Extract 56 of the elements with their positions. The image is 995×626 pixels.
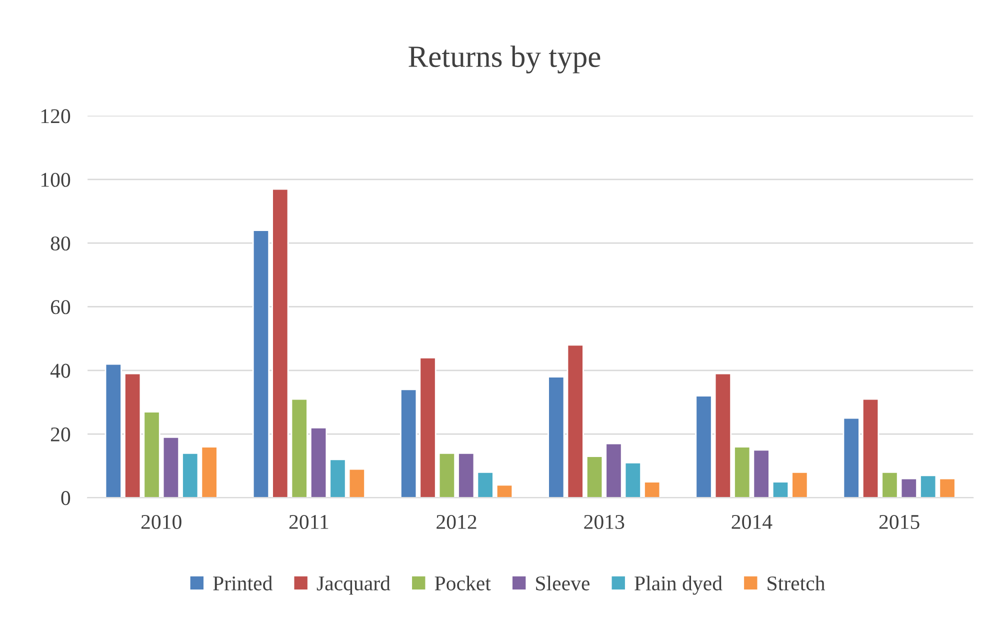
x-tick-label: 2010: [141, 514, 182, 529]
y-tick-label: 100: [41, 172, 70, 187]
x-tick-label: 2014: [732, 514, 772, 529]
bar: [200, 446, 218, 498]
y-tick-label: 0: [61, 491, 70, 506]
legend-label: Sleeve: [536, 576, 590, 590]
bar: [548, 376, 565, 498]
bar: [772, 481, 790, 498]
bar: [419, 356, 436, 498]
bar: [124, 372, 142, 498]
bar: [605, 442, 622, 498]
y-tick-label: 40: [50, 364, 70, 378]
legend-label: Printed: [213, 576, 272, 590]
bar: [272, 188, 289, 498]
bar: [162, 436, 180, 498]
x-tick-label: 2012: [436, 514, 476, 529]
legend-label: Jacquard: [316, 576, 390, 595]
x-tick-label: 2013: [584, 514, 624, 529]
bar: [714, 372, 732, 498]
y-tick-label: 80: [50, 236, 70, 251]
y-tick-label: 60: [50, 300, 70, 314]
bar: [329, 458, 346, 498]
bar: [586, 456, 604, 498]
bar: [881, 472, 898, 498]
bar: [348, 468, 366, 498]
bar: [644, 481, 661, 498]
bar: [752, 449, 770, 498]
bar: [938, 478, 956, 498]
x-tick-label: 2015: [879, 514, 920, 529]
bar: [734, 446, 751, 498]
bar: [143, 411, 160, 498]
bar: [496, 484, 514, 498]
bar: [400, 388, 418, 498]
y-tick-label: 20: [50, 427, 70, 442]
bar: [458, 452, 475, 498]
bar: [252, 230, 270, 498]
chart-title: Returns by type: [408, 46, 600, 74]
bar: [182, 452, 199, 498]
bar: [624, 462, 642, 498]
bar: [862, 398, 880, 498]
bar: [900, 478, 918, 498]
bar: [476, 472, 494, 498]
bar: [920, 474, 937, 498]
legend-label: Pocket: [434, 576, 491, 590]
bar: [104, 363, 122, 498]
bar: [791, 472, 808, 498]
bar: [695, 395, 712, 498]
bar: [566, 344, 584, 498]
bar: [438, 452, 456, 498]
legend-label: Plain dyed: [634, 576, 722, 595]
bar: [842, 417, 860, 498]
y-tick-label: 120: [41, 109, 70, 124]
bar: [310, 426, 328, 498]
bar: [290, 398, 308, 498]
x-tick-label: 2011: [289, 514, 328, 529]
legend-label: Stretch: [768, 576, 826, 590]
